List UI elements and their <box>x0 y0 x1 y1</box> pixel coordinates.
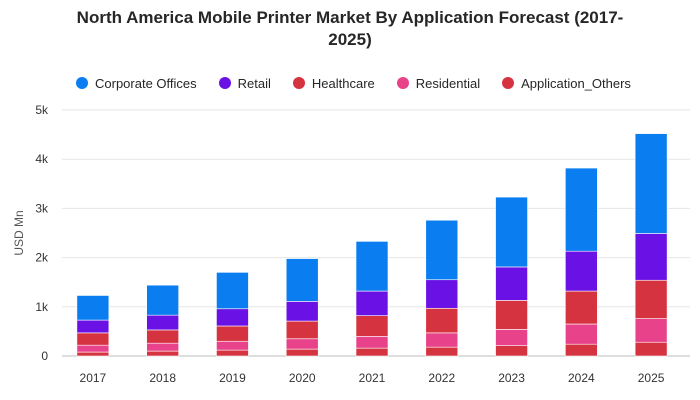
bar-segment <box>76 295 110 321</box>
bar-segment <box>285 301 319 322</box>
legend-swatch <box>76 77 88 89</box>
legend-item[interactable]: Corporate Offices <box>76 76 197 91</box>
bar-segment <box>495 196 528 268</box>
x-tick-label: 2020 <box>289 371 316 385</box>
bar-segment <box>355 315 389 337</box>
y-tick-label: 3k <box>35 201 49 215</box>
legend-item[interactable]: Retail <box>218 75 271 91</box>
bar-segment <box>355 347 389 357</box>
y-tick-label: 4k <box>35 152 49 166</box>
bar-segment <box>565 167 598 252</box>
chart-title-line-1: North America Mobile Printer Market By A… <box>76 8 624 27</box>
legend-swatch <box>218 77 231 89</box>
bar-segment <box>76 319 110 334</box>
chart-title-line-2: 2025) <box>328 30 372 49</box>
legend-label: Retail <box>237 75 271 91</box>
x-tick-label: 2024 <box>568 371 595 385</box>
legend-label: Healthcare <box>311 75 375 91</box>
legend-swatch <box>502 77 515 89</box>
bar-segment <box>495 300 528 330</box>
bar-segment <box>146 314 179 331</box>
bar-segment <box>285 258 319 302</box>
x-tick-label: 2023 <box>498 371 525 385</box>
bar-segment <box>425 307 459 334</box>
bar-segment <box>76 351 110 357</box>
bar-segment <box>146 329 179 344</box>
x-tick-label: 2017 <box>80 371 107 385</box>
legend-item[interactable]: Healthcare <box>292 75 375 91</box>
legend-item[interactable]: Residential <box>396 75 481 91</box>
bar-segment <box>495 345 528 357</box>
x-tick-label: 2025 <box>638 371 665 385</box>
bar-segment <box>565 343 598 357</box>
bar-segment <box>216 349 249 357</box>
bar-segment <box>216 340 249 351</box>
bar-segment <box>634 318 668 343</box>
bar-segment <box>495 266 528 301</box>
bar-segment <box>146 284 179 316</box>
bar-segment <box>76 332 110 346</box>
bar-segment <box>425 219 459 281</box>
bar-segment <box>216 325 249 342</box>
bar-segment <box>634 279 668 319</box>
chart-title: North America Mobile Printer Market By A… <box>20 7 680 51</box>
bar-segment <box>565 323 598 345</box>
y-tick-label: 1k <box>35 300 49 314</box>
bar-segment <box>216 272 249 310</box>
bar-segment <box>355 241 389 292</box>
bar-segment <box>76 344 110 353</box>
legend: Corporate Offices Retail Healthcare Residen… <box>76 74 653 92</box>
bar-segment <box>285 338 319 350</box>
y-tick-label: 0 <box>41 349 48 363</box>
legend-label: Corporate Offices <box>95 75 197 91</box>
bar-segment <box>565 290 598 325</box>
y-axis-label: USD Mn <box>12 210 26 255</box>
x-tick-label: 2018 <box>149 371 176 385</box>
y-tick-label: 2k <box>35 251 49 265</box>
legend-label: Residential <box>415 75 481 91</box>
bar-segment <box>216 308 249 327</box>
bar-segment <box>495 329 528 346</box>
legend-label: Application_Others <box>521 75 631 91</box>
x-tick-label: 2019 <box>219 371 246 385</box>
bar-segment <box>634 233 668 281</box>
legend-swatch <box>396 77 409 89</box>
bar-segment <box>146 342 179 352</box>
bar-segment <box>425 279 459 309</box>
bar-segment <box>355 336 389 349</box>
bar-segment <box>634 341 668 357</box>
bar-segment <box>146 350 179 357</box>
legend-swatch <box>292 77 305 89</box>
y-tick-label: 5k <box>35 103 49 117</box>
x-tick-label: 2021 <box>359 371 386 385</box>
x-tick-label: 2022 <box>428 371 455 385</box>
bar-segment <box>355 290 389 316</box>
bar-segment <box>285 320 319 340</box>
bar-segment <box>634 133 668 234</box>
bar-segment <box>285 348 319 357</box>
bar-segment <box>425 346 459 357</box>
legend-item[interactable]: Application_Others <box>502 76 631 91</box>
bar-segment <box>425 332 459 348</box>
bar-segment <box>565 250 598 292</box>
